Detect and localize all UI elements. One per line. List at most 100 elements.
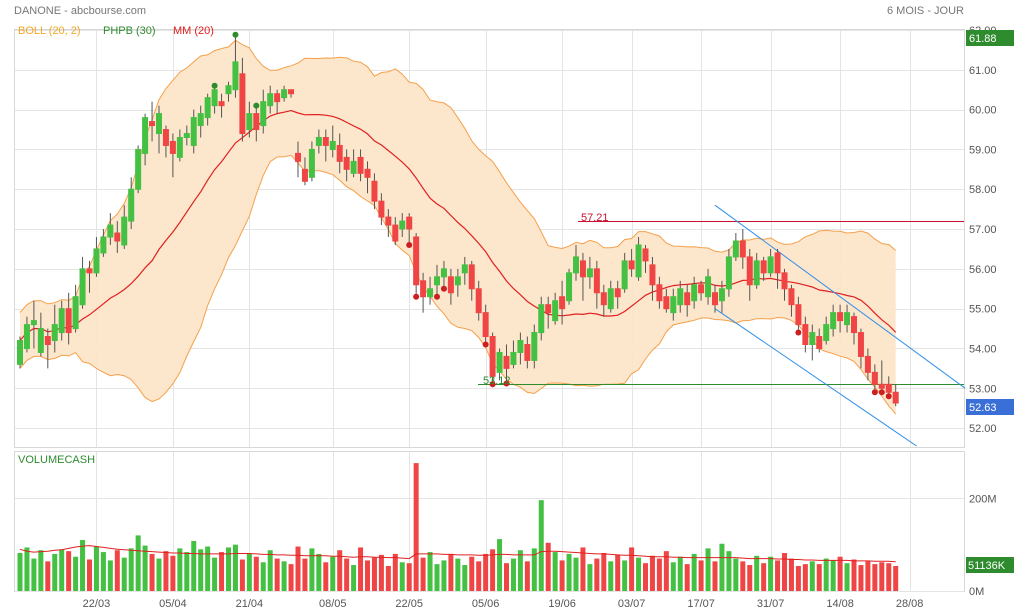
low-marker <box>885 393 892 400</box>
volume-bar <box>622 560 628 591</box>
date-tick-label: 08/05 <box>319 598 347 610</box>
candle-body <box>503 355 510 369</box>
volume-bar <box>865 561 871 591</box>
volume-bar <box>712 561 718 591</box>
bollinger-lower <box>19 154 897 415</box>
period-label: 6 MOIS - JOUR <box>887 5 964 17</box>
date-tick-label: 28/08 <box>896 598 924 610</box>
low-marker <box>482 341 489 348</box>
channel-upper <box>714 204 966 389</box>
volume-bar <box>455 558 461 591</box>
trend-channel <box>714 204 966 447</box>
candle-body <box>677 288 684 306</box>
volume-bar <box>649 555 655 591</box>
candle-body <box>169 140 176 154</box>
volume-badge-value: 51136K <box>968 560 1006 572</box>
volume-bar <box>219 552 225 591</box>
volume-bar <box>580 547 586 591</box>
volume-bar <box>128 548 134 591</box>
price-tick-label: 57.00 <box>969 224 997 236</box>
candle-body <box>44 336 51 345</box>
volume-bar <box>288 564 294 591</box>
candle-body <box>760 260 767 274</box>
volume-bar <box>191 540 197 591</box>
candle-body <box>552 300 559 322</box>
candle-body <box>93 248 100 274</box>
volume-bar <box>246 553 252 591</box>
volume-bar <box>476 561 482 591</box>
candle-body <box>600 292 607 306</box>
candle-body <box>315 136 322 146</box>
volume-bar <box>594 558 600 591</box>
volume-bar <box>490 549 496 591</box>
candle-body <box>274 93 281 103</box>
volume-bar <box>566 553 572 591</box>
volume-bar <box>747 565 753 591</box>
candle-body <box>204 97 211 119</box>
volume-bar <box>782 553 787 591</box>
candle-body <box>322 136 329 146</box>
candle-body <box>253 113 260 131</box>
volume-bar <box>643 563 648 591</box>
volume-bar <box>483 553 489 591</box>
volume-bar <box>837 556 843 591</box>
candle-body <box>809 332 816 345</box>
candle-body <box>705 276 712 298</box>
support-label: 53.12 <box>483 375 511 387</box>
price-tick-label: 56.00 <box>969 264 997 276</box>
legend-mm: MM (20) <box>173 25 214 37</box>
volume-bar <box>427 552 433 591</box>
volume-bar <box>87 559 92 591</box>
volume-bar <box>38 550 44 591</box>
candle-body <box>489 336 496 377</box>
candle-body <box>357 156 364 174</box>
candle-body <box>149 121 156 127</box>
low-marker <box>489 381 496 388</box>
volume-bar <box>420 557 426 591</box>
volume-bar <box>858 565 864 591</box>
candle-body <box>281 89 288 99</box>
volume-bar <box>114 550 120 591</box>
candle-body <box>774 252 781 274</box>
candle-body <box>823 324 830 342</box>
volume-bar <box>170 555 176 591</box>
volume-bar <box>629 547 635 591</box>
volume-bar <box>31 558 37 591</box>
candle-body <box>301 168 308 182</box>
candle-body <box>635 244 642 278</box>
volume-bar <box>45 561 51 591</box>
candle-body <box>586 268 593 278</box>
high-marker <box>232 31 239 38</box>
candle-body <box>746 256 753 286</box>
candle-body <box>524 343 531 361</box>
candle-body <box>857 332 864 357</box>
low-marker <box>406 241 413 248</box>
candle-body <box>461 264 468 274</box>
candle-body <box>17 340 23 365</box>
volume-bar <box>413 463 419 591</box>
candle-body <box>510 351 517 365</box>
volume-bar <box>656 558 662 591</box>
candle-body <box>23 324 30 349</box>
candle-body <box>30 320 37 326</box>
volume-bar <box>323 562 329 591</box>
candle-body <box>392 224 399 242</box>
chart-title: DANONE - abcbourse.com <box>14 5 146 17</box>
volume-bar <box>399 562 405 591</box>
volume-bar <box>733 558 739 591</box>
candle-body <box>378 200 385 218</box>
candle-body <box>183 133 190 138</box>
candle-body <box>531 332 538 361</box>
volume-bar <box>441 560 447 591</box>
volume-bar <box>232 544 238 591</box>
volume-bars <box>17 463 899 591</box>
candle-body <box>767 256 774 274</box>
candle-body <box>656 284 663 302</box>
volume-bar <box>726 551 732 591</box>
volume-average-line <box>19 545 896 563</box>
candle-body <box>684 292 691 306</box>
volume-bar <box>677 556 683 591</box>
date-tick-label: 17/07 <box>687 598 715 610</box>
candle-body <box>79 268 86 306</box>
date-axis: 22/03 05/04 21/04 08/05 22/05 05/06 19/06 03/07… <box>83 598 924 610</box>
